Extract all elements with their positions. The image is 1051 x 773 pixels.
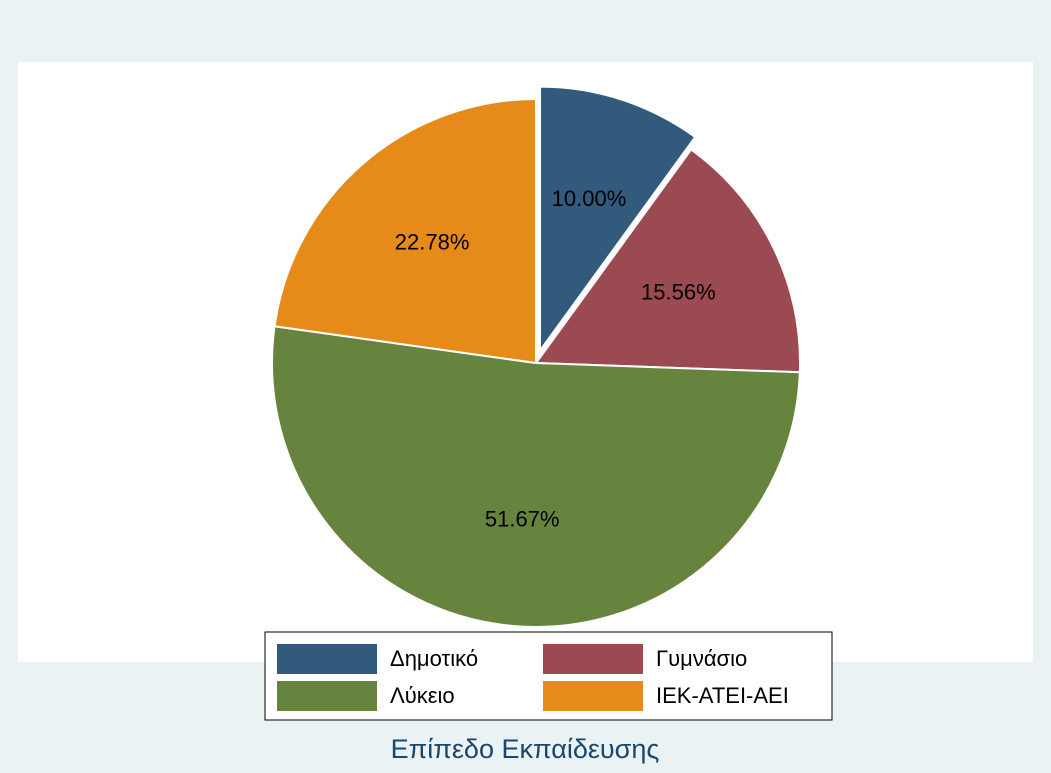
legend-label: Δημοτικό	[390, 646, 478, 671]
legend-swatch	[277, 644, 377, 674]
data-label: 51.67%	[485, 507, 560, 532]
data-label: 15.56%	[641, 279, 716, 304]
pie-slice	[273, 97, 537, 365]
legend-swatch	[543, 681, 643, 711]
pie-slice	[534, 148, 801, 374]
legend-swatch	[277, 681, 377, 711]
data-label: 10.00%	[552, 186, 627, 211]
legend-label: Γυμνάσιο	[656, 646, 747, 671]
pie-slice	[271, 325, 801, 628]
pie-slice	[539, 85, 697, 354]
legend-label: ΙΕΚ-ΑΤΕΙ-ΑΕΙ	[656, 683, 789, 708]
legend-swatch	[543, 644, 643, 674]
data-label: 22.78%	[395, 229, 470, 254]
chart-title: Επίπεδο Εκπαίδευσης	[391, 734, 660, 764]
legend-label: Λύκειο	[390, 683, 455, 708]
